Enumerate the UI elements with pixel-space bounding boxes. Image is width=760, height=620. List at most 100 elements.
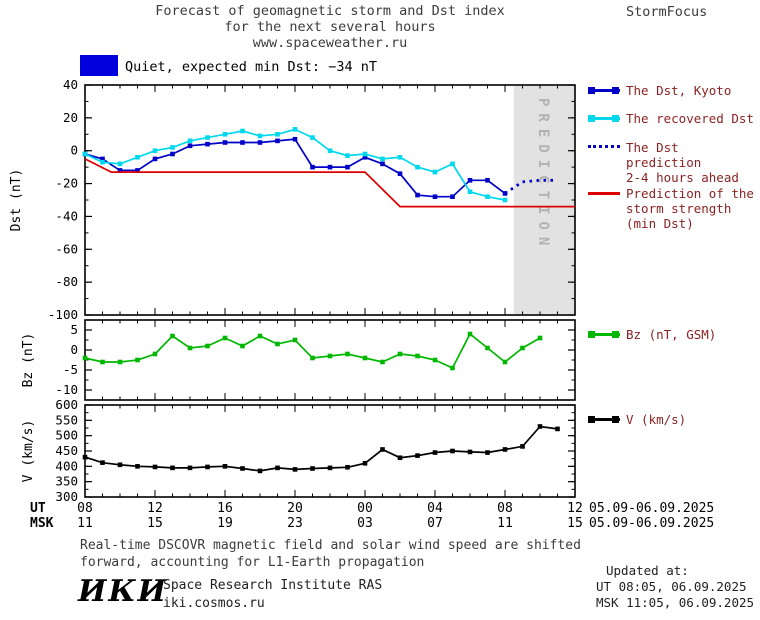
bz-gsm-point-marker [117, 359, 123, 365]
solar-wind-speed-point-marker [485, 450, 490, 455]
bz-gsm-point-marker [537, 335, 543, 341]
series-bz-gsm [84, 332, 541, 370]
msk-tick-label: 03 [357, 516, 373, 531]
v-ytick-label: 500 [55, 428, 78, 443]
dst-kyoto-point-marker [345, 164, 350, 170]
legend-storm-strength-line3: (min Dst) [626, 216, 694, 231]
ut-tick-label: 20 [287, 501, 303, 516]
legend-dst-prediction-line1: The Dst prediction [626, 140, 702, 170]
dst-kyoto-point-marker [135, 168, 140, 173]
footnote-line1: Real-time DSCOVR magnetic field and sola… [80, 538, 581, 553]
x-axis-labels: UTMSK0811121516192023000304070811121505.… [30, 501, 714, 531]
recovered-dst-point-marker [380, 156, 385, 162]
msk-tick-label: 15 [567, 516, 583, 531]
recovered-dst-point-marker [485, 194, 490, 200]
solar-wind-speed-point-marker [397, 455, 403, 461]
ut-tick-label: 08 [77, 501, 93, 516]
bz-gsm-point-marker [397, 351, 403, 357]
solar-wind-speed-point-marker [222, 464, 228, 469]
msk-row-label: MSK [30, 516, 54, 531]
bz-gsm-point-marker [205, 343, 210, 349]
dst-kyoto-point-marker [275, 138, 280, 144]
storm-level-color-box [80, 55, 118, 76]
dst-kyoto-point-marker [362, 154, 368, 160]
recovered-dst-point-marker [100, 159, 105, 165]
legend-dst-kyoto: The Dst, Kyoto [588, 83, 731, 98]
dst-ytick-label: 20 [63, 110, 78, 125]
legend-dst-prediction-label: The Dst prediction 2-4 hours ahead [626, 140, 760, 185]
dst-kyoto-point-marker [502, 191, 508, 196]
recovered-dst-point-marker [397, 154, 403, 160]
bz-gsm-point-marker [152, 351, 158, 357]
bz-gsm-point-marker [310, 355, 315, 361]
recovered-dst-point-marker [327, 148, 333, 154]
solar-wind-speed-point-marker [310, 466, 315, 471]
updated-ut: UT 08:05, 06.09.2025 [596, 579, 747, 594]
dst-kyoto-point-marker [485, 177, 490, 183]
solar-wind-speed-point-marker [327, 465, 333, 471]
recovered-dst-point-marker [432, 169, 438, 175]
recovered-dst-marker-icon [588, 112, 620, 125]
footnote: Real-time DSCOVR magnetic field and sola… [80, 537, 581, 571]
msk-tick-label: 07 [427, 516, 443, 531]
bz-gsm-point-marker [292, 337, 298, 343]
prediction-band-label: PREDICTION [535, 98, 551, 252]
msk-tick-label: 11 [77, 516, 93, 531]
solar-wind-speed-point-marker [135, 464, 140, 469]
dst-kyoto-point-marker [450, 194, 455, 200]
msk-tick-label: 11 [497, 516, 513, 531]
recovered-dst-point-marker [240, 128, 245, 134]
solar-wind-speed-point-marker [292, 467, 298, 472]
bz-gsm-point-marker [100, 359, 105, 365]
bz-gsm-point-marker [485, 345, 490, 351]
v-ytick-label: 450 [55, 443, 78, 458]
bz-ylabel: Bz (nT) [21, 333, 36, 388]
dst-kyoto-point-marker [415, 192, 420, 198]
solar-wind-speed-point-marker [187, 465, 193, 471]
dst-ytick-label: 40 [63, 77, 78, 92]
recovered-dst-point-marker [292, 127, 298, 132]
dst-kyoto-point-marker [467, 177, 473, 183]
dst-ytick-label: -60 [55, 241, 78, 256]
v-ytick-label: 600 [55, 397, 78, 412]
legend-dst-kyoto-label: The Dst, Kyoto [626, 83, 732, 98]
title-line-2: for the next several hours [224, 19, 436, 35]
v-ytick-label: 300 [55, 489, 78, 504]
solar-wind-speed-point-marker [555, 426, 560, 432]
solar-wind-speed-point-marker [100, 460, 105, 465]
bz-gsm-point-marker [222, 335, 228, 341]
dst-ytick-label: 0 [70, 143, 78, 158]
ut-tick-label: 12 [567, 501, 583, 516]
legend-storm-strength-line1: Prediction of the [626, 186, 754, 201]
solar-wind-speed-point-marker [520, 444, 525, 449]
bz-gsm-point-marker [327, 353, 333, 359]
recovered-dst-point-marker [257, 133, 263, 139]
recovered-dst-point-marker [170, 145, 175, 150]
solar-wind-speed-point-marker [117, 462, 123, 468]
solar-wind-speed-point-marker [240, 466, 245, 471]
series-dst-prediction [504, 178, 558, 195]
ut-tick-label: 16 [217, 501, 233, 516]
ut-tick-label: 00 [357, 501, 373, 516]
updated-block: Updated at: UT 08:05, 06.09.2025 MSK 11:… [596, 563, 754, 611]
legend-dst-prediction: The Dst prediction 2-4 hours ahead [588, 140, 760, 185]
legend-storm-strength-line2: storm strength [626, 201, 732, 216]
ut-tick-label: 04 [427, 501, 443, 516]
msk-date-range: 05.09-06.09.2025 [589, 516, 714, 531]
dst-kyoto-point-marker [292, 136, 298, 142]
updated-label: Updated at: [606, 563, 689, 578]
bz-ytick-label: -5 [63, 362, 78, 377]
solar-wind-speed-point-marker [380, 447, 385, 452]
v-ytick-label: 550 [55, 412, 78, 427]
legend-dst-prediction-line2: 2-4 hours ahead [626, 170, 739, 185]
recovered-dst-point-marker [362, 151, 368, 157]
solar-wind-speed-point-marker [450, 448, 455, 454]
bz-panel: 5 0 -5 -10 Bz (nT) [21, 319, 576, 401]
dst-ylabel: Dst (nT) [9, 169, 24, 232]
dst-kyoto-point-marker [152, 156, 158, 162]
legend-recovered-dst-label: The recovered Dst [626, 111, 754, 126]
institute-site-url: iki.cosmos.ru [163, 596, 265, 611]
recovered-dst-point-marker [467, 189, 473, 195]
recovered-dst-point-marker [152, 148, 158, 154]
dst-kyoto-point-marker [205, 141, 210, 147]
